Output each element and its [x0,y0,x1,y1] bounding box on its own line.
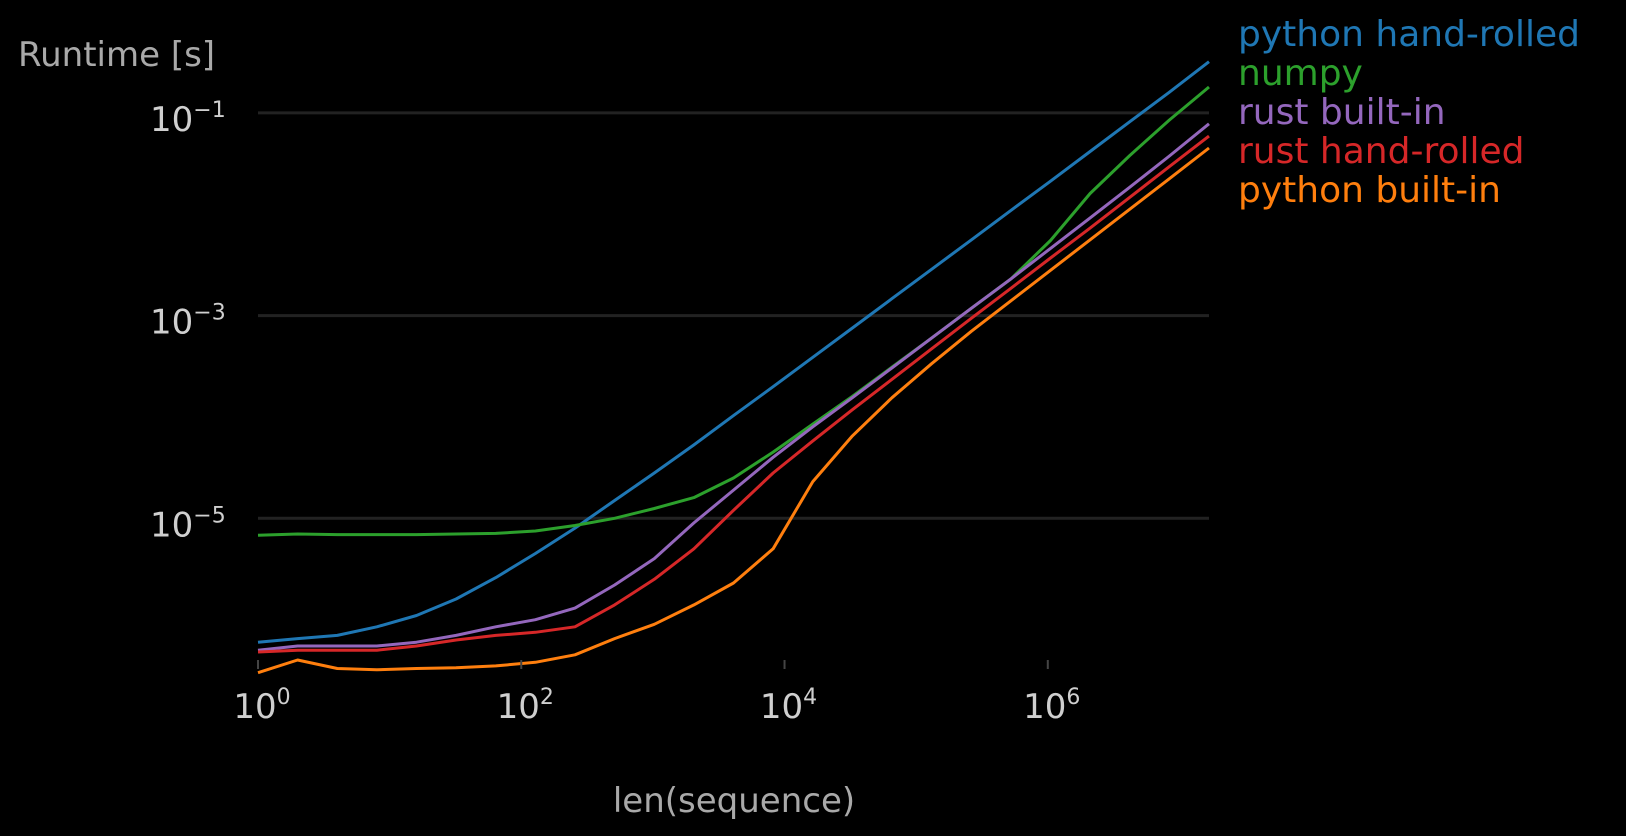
y-tick-label: 10−1 [150,98,226,140]
series-line [257,60,1210,644]
series-line [257,146,1210,675]
x-tick-label: 106 [1023,685,1080,727]
series-line [257,122,1210,652]
y-tick-label: 10−3 [150,301,226,343]
legend-entry: python built-in [1238,170,1501,211]
series-lines [257,60,1210,675]
legend-entry: rust built-in [1238,92,1446,133]
x-tick-label: 102 [497,685,554,727]
series-line [257,85,1210,537]
legend-entry: python hand-rolled [1238,14,1580,55]
grid-lines [258,111,1209,520]
legend-entry: numpy [1238,53,1363,94]
series-line [257,134,1210,654]
y-axis-label: Runtime [s] [18,35,215,75]
x-tick-label: 104 [760,685,817,727]
x-axis-ticks: 100 102 104 106 [233,660,1080,727]
x-tick-label: 100 [233,685,290,727]
legend-entry: rust hand-rolled [1238,131,1525,172]
x-axis-label: len(sequence) [613,781,855,821]
y-axis-ticks: 10−5 10−3 10−1 [150,98,226,545]
y-tick-label: 10−5 [150,503,226,545]
